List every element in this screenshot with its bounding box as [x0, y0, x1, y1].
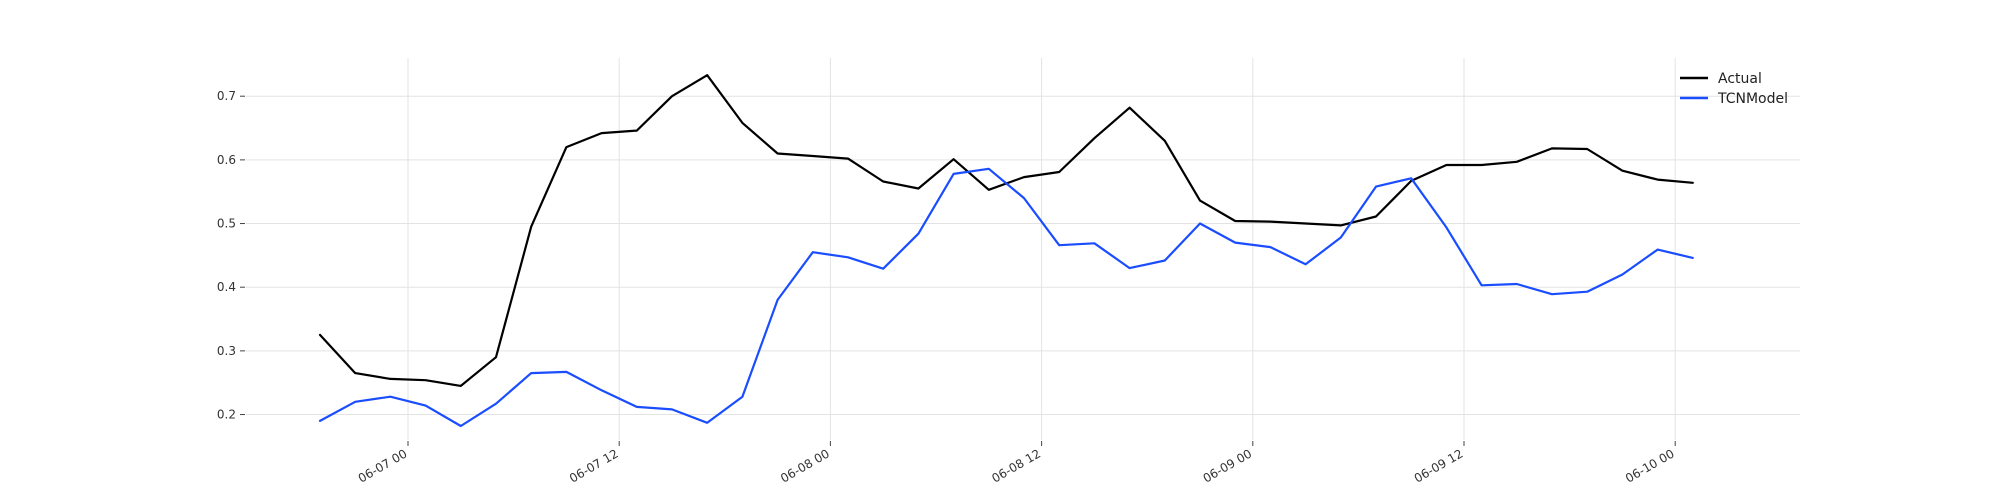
- x-tick-label: 06-07 12: [567, 446, 621, 485]
- y-axis-ticks: 0.2 0.3 0.4 0.5 0.6 0.7: [217, 89, 245, 422]
- grid-lines: [246, 58, 1800, 440]
- y-tick-label: 0.5: [217, 217, 236, 231]
- legend-label: TCNModel: [1717, 91, 1788, 107]
- x-tick-label: 06-08 12: [989, 446, 1043, 485]
- x-tick-label: 06-10 00: [1623, 446, 1677, 485]
- series-line-tcnmodel: [318, 167, 1694, 428]
- legend-label: Actual: [1718, 71, 1762, 87]
- x-axis-ticks: 06-07 00 06-07 12 06-08 00 06-08 12 06-09 00…: [356, 441, 1677, 486]
- x-tick-label: 06-09 00: [1201, 446, 1255, 485]
- x-tick-label: 06-07 00: [356, 446, 410, 485]
- x-tick-label: 06-09 12: [1412, 446, 1466, 485]
- legend: Actual TCNModel: [1680, 71, 1788, 107]
- y-tick-label: 0.4: [217, 280, 236, 294]
- y-tick-label: 0.3: [217, 344, 236, 358]
- y-tick-label: 0.7: [217, 89, 236, 103]
- x-tick-label: 06-08 00: [778, 446, 832, 485]
- y-tick-label: 0.2: [217, 408, 236, 422]
- y-tick-label: 0.6: [217, 153, 236, 167]
- series-line-actual: [318, 74, 1694, 387]
- series-lines: [318, 74, 1694, 428]
